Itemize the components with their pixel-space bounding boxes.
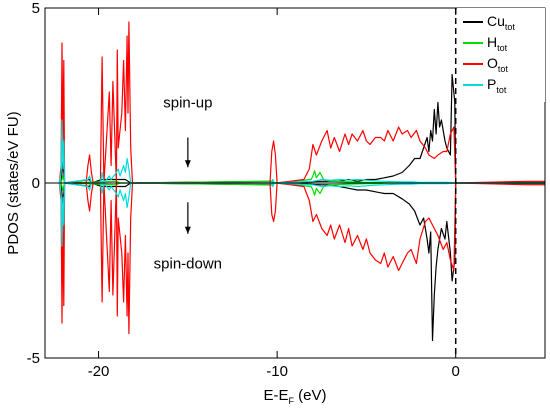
y-axis-title: PDOS (states/eV FU) bbox=[5, 111, 22, 254]
series-cu-down bbox=[60, 182, 545, 342]
x-axis-title: E-EF (eV) bbox=[263, 387, 326, 406]
spin-down-label: spin-down bbox=[154, 256, 222, 273]
y-tick-label: -5 bbox=[27, 350, 40, 367]
x-axis-title-unit: (eV) bbox=[294, 387, 327, 404]
annotation-layer: spin-up spin-down bbox=[154, 95, 222, 273]
series-layer bbox=[58, 21, 545, 342]
legend-background bbox=[457, 8, 545, 102]
spin-down-arrowhead bbox=[184, 226, 191, 234]
legend-label-cu: Cutot bbox=[487, 13, 515, 32]
y-tick-label: 0 bbox=[32, 175, 40, 192]
legend-label-o: Otot bbox=[487, 55, 508, 74]
legend-label-h: Htot bbox=[487, 34, 508, 53]
spin-up-arrowhead bbox=[184, 160, 191, 168]
x-tick-label: -10 bbox=[266, 363, 288, 380]
series-cu-up bbox=[60, 73, 545, 184]
legend-label-p: Ptot bbox=[487, 76, 507, 95]
legend: Cutot Htot Otot Ptot bbox=[457, 8, 545, 102]
x-tick-label: 0 bbox=[452, 363, 460, 380]
series-o-down bbox=[58, 182, 545, 335]
x-tick-label: -20 bbox=[88, 363, 110, 380]
spin-up-label: spin-up bbox=[163, 95, 212, 112]
y-tick-label: 5 bbox=[32, 0, 40, 17]
series-o-up bbox=[58, 21, 545, 184]
ticks-layer: -20 -10 0 -5 0 5 bbox=[27, 0, 545, 380]
x-axis-title-main: E-E bbox=[263, 387, 288, 404]
x-axis-title-sub: F bbox=[289, 396, 295, 406]
